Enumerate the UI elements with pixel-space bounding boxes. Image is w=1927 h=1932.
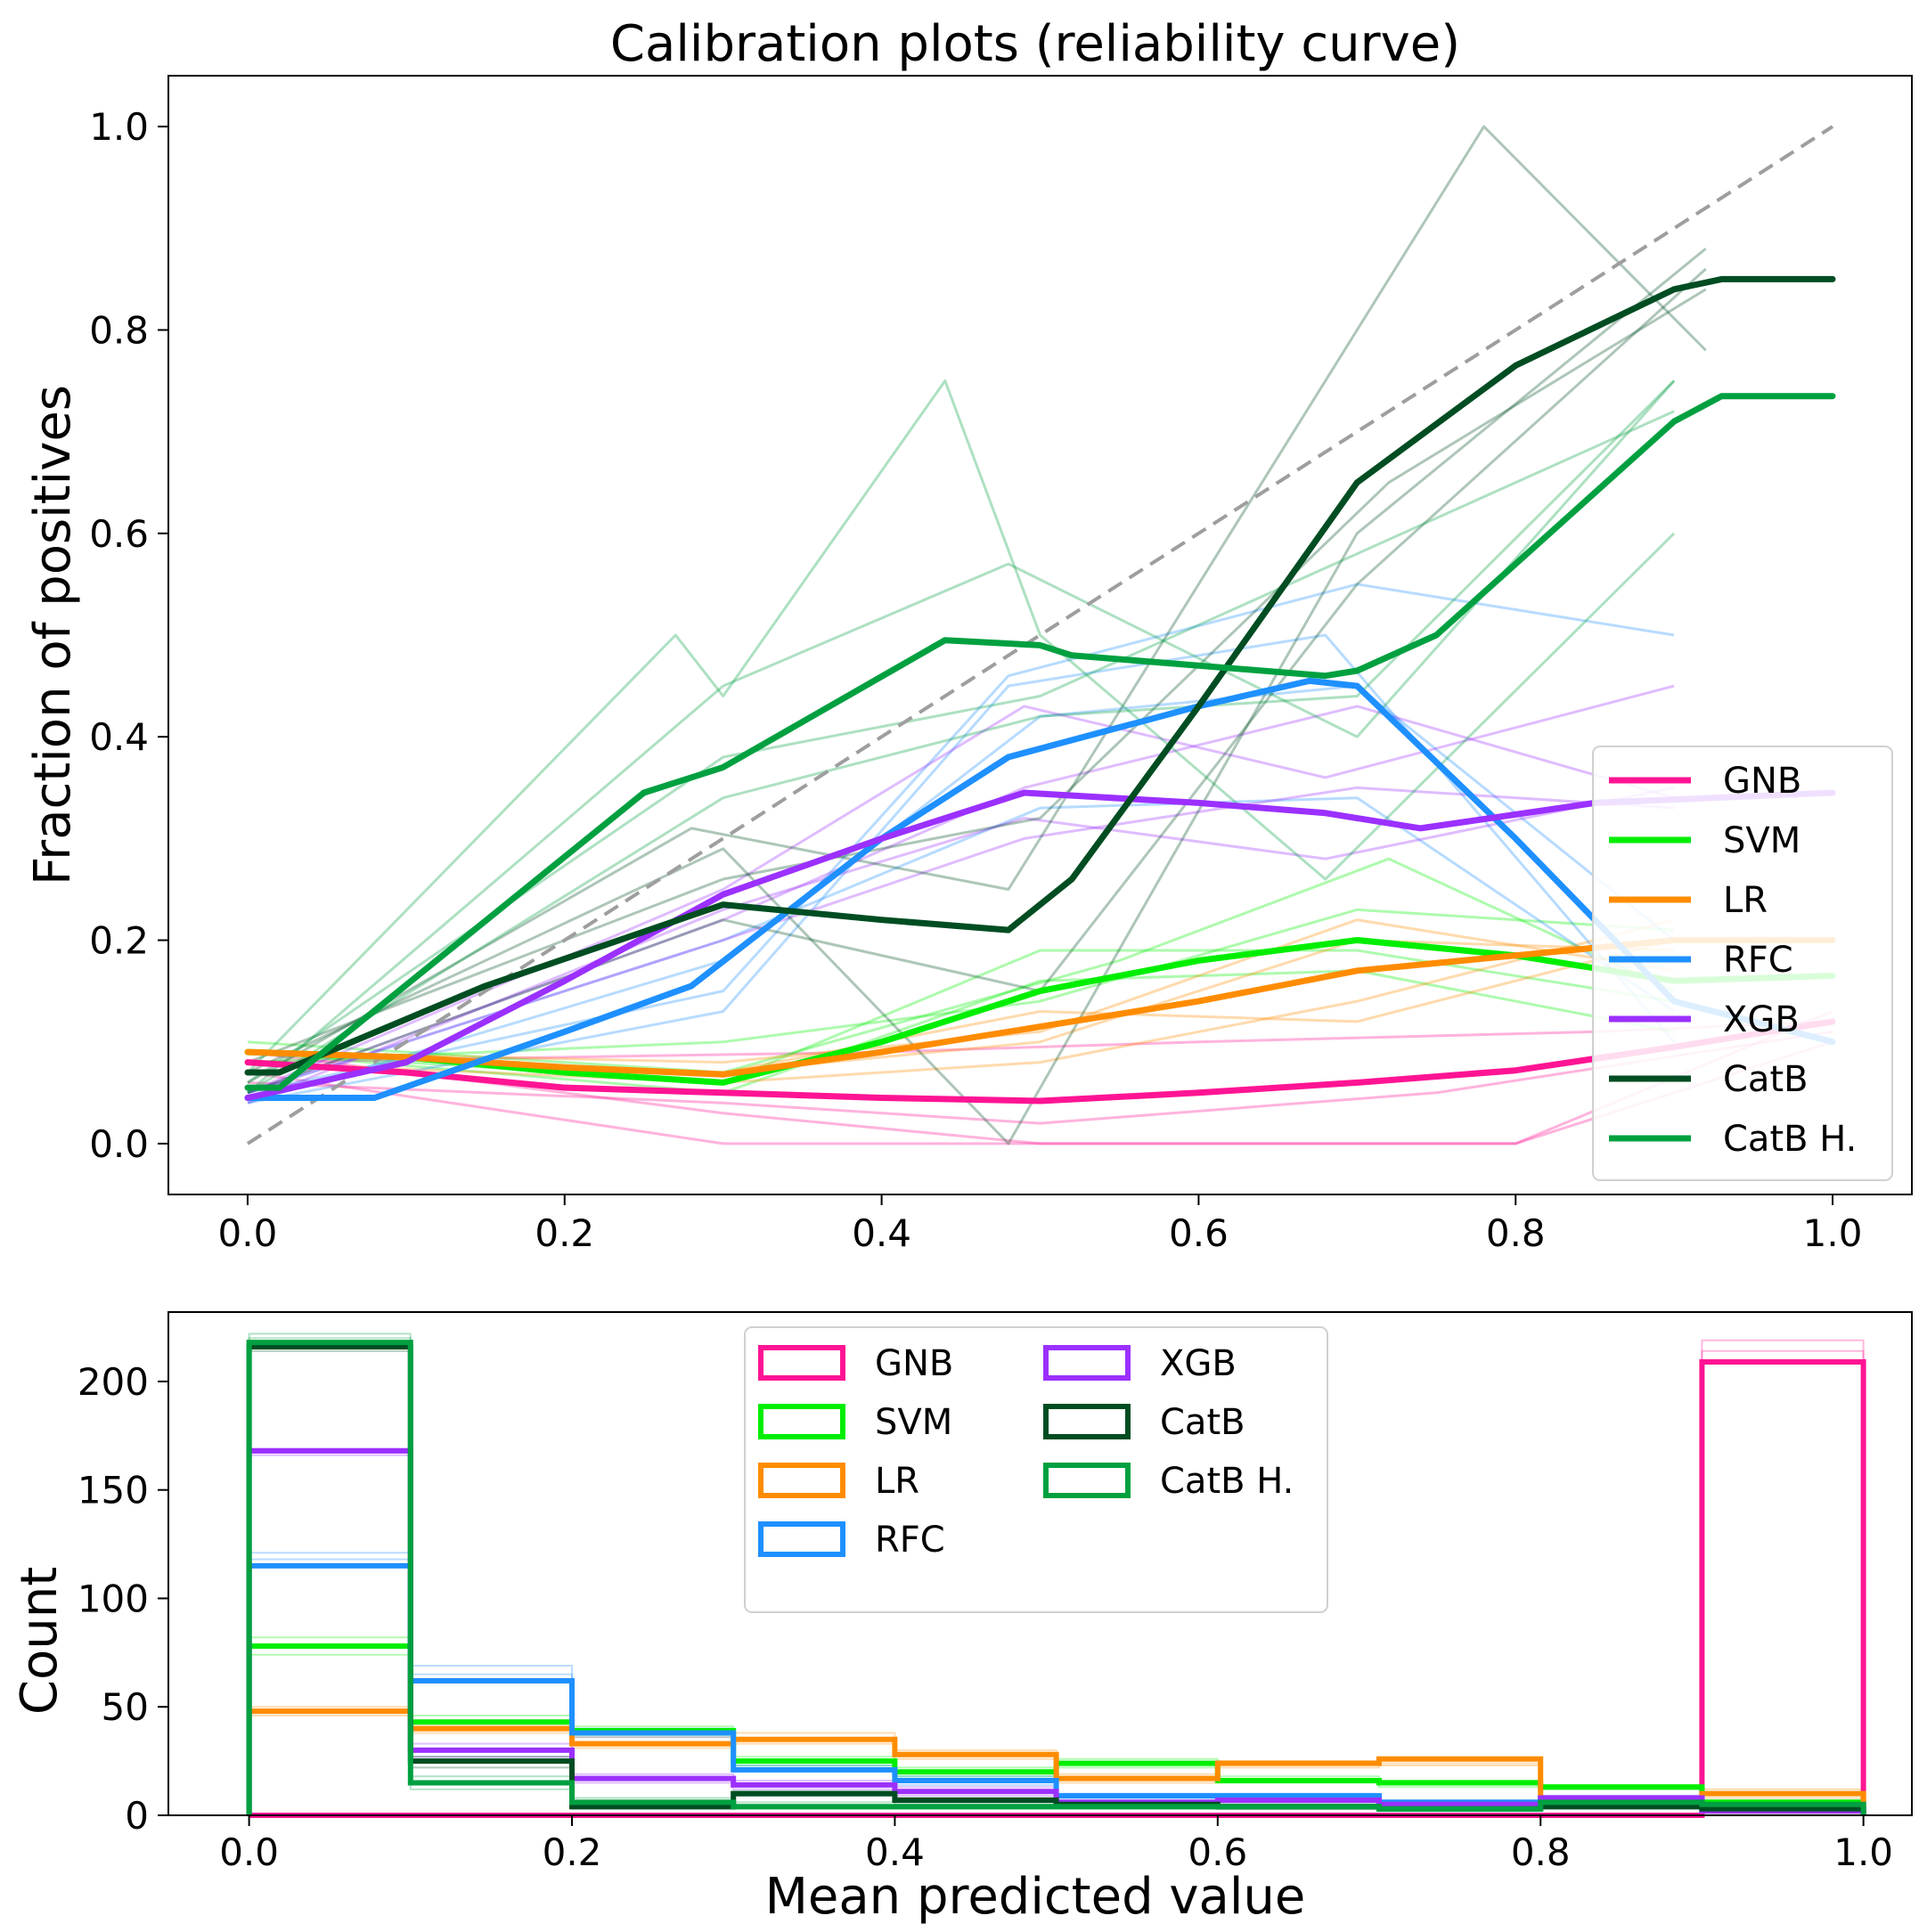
y-tick-label: 0.8 bbox=[89, 308, 149, 352]
fold-line-xgb-2 bbox=[247, 786, 1675, 1105]
fold-line-svm-4 bbox=[247, 857, 1675, 1074]
histogram-x-tick-label: 0.0 bbox=[219, 1830, 279, 1874]
legend-label-svm: SVM bbox=[1723, 820, 1800, 861]
legend-label-catb-h: CatB H. bbox=[1723, 1119, 1857, 1160]
chart-title: Calibration plots (reliability curve) bbox=[610, 15, 1460, 73]
histogram-legend-label-catb: CatB bbox=[1160, 1402, 1245, 1443]
y-tick-label: 0.0 bbox=[89, 1122, 149, 1166]
x-tick-label: 0.2 bbox=[535, 1211, 594, 1255]
fold-line-rfc-1 bbox=[247, 583, 1675, 1095]
histogram-x-tick-label: 0.8 bbox=[1511, 1830, 1571, 1874]
count-histogram: Count Mean predicted value 0.0 0.2 0.4 0.6 0… bbox=[11, 1311, 1913, 1926]
legend-label-rfc: RFC bbox=[1723, 940, 1793, 981]
reliability-chart: Calibration plots (reliability curve) Fr… bbox=[24, 15, 1913, 1255]
histogram-x-tick-label: 0.6 bbox=[1188, 1830, 1247, 1874]
histogram-legend-label-lr: LR bbox=[875, 1461, 919, 1502]
fold-line-catb-h-4 bbox=[247, 379, 1676, 1095]
histogram-xgb bbox=[246, 1447, 1866, 1815]
y-tick-label: 0.4 bbox=[89, 715, 149, 759]
fold-line-catb-4 bbox=[247, 288, 1707, 1064]
series-line-catb-h bbox=[244, 393, 1836, 1091]
fold-line-lr-4 bbox=[247, 918, 1675, 1064]
y-axis-label: Fraction of positives bbox=[24, 385, 82, 885]
histogram-legend: GNB SVM LR RFC XGB CatB CatB H. bbox=[744, 1326, 1328, 1613]
x-tick-label: 0.6 bbox=[1169, 1211, 1229, 1255]
histogram-legend-swatch-rfc bbox=[758, 1521, 845, 1557]
legend-label-xgb: XGB bbox=[1723, 999, 1800, 1040]
fold-line-gnb-4 bbox=[247, 1030, 1833, 1125]
histogram-legend-swatch-catb bbox=[1043, 1404, 1131, 1439]
fold-line-catb-2 bbox=[247, 247, 1707, 1145]
series-line-svm bbox=[244, 937, 1836, 1086]
histogram-legend-label-rfc: RFC bbox=[875, 1520, 945, 1561]
histogram-legend-label-gnb: GNB bbox=[875, 1343, 953, 1384]
histogram-legend-swatch-gnb bbox=[758, 1345, 845, 1381]
x-tick-label: 0.4 bbox=[852, 1211, 911, 1255]
histogram-legend-label-xgb: XGB bbox=[1160, 1343, 1237, 1384]
reliability-ticks: 0.0 0.2 0.4 0.6 0.8 1.0 0.0 0.2 0.4 0.6 0.8 1.0 bbox=[89, 105, 1862, 1255]
histogram-x-tick-label: 1.0 bbox=[1833, 1830, 1893, 1874]
histogram-legend-swatch-svm bbox=[758, 1404, 845, 1439]
legend-label-gnb: GNB bbox=[1723, 761, 1801, 802]
fold-line-lr-2 bbox=[247, 918, 1675, 1084]
y-tick-label: 0.2 bbox=[89, 919, 149, 963]
histogram-legend-label-svm: SVM bbox=[875, 1402, 952, 1443]
histogram-x-tick-label: 0.2 bbox=[543, 1830, 602, 1874]
series-line-catb bbox=[244, 275, 1836, 1076]
legend-box bbox=[1592, 746, 1893, 1181]
histogram-legend-label-catb-h: CatB H. bbox=[1160, 1461, 1294, 1502]
series-line-gnb bbox=[244, 1018, 1836, 1105]
x-tick-label: 0.0 bbox=[218, 1211, 278, 1255]
histogram-y-tick-label: 100 bbox=[78, 1577, 149, 1620]
series-line-rfc bbox=[244, 677, 1836, 1101]
fold-line-rfc-3 bbox=[247, 796, 1675, 1095]
histogram-x-tick-label: 0.4 bbox=[865, 1830, 925, 1874]
histogram-y-tick-label: 200 bbox=[78, 1360, 149, 1404]
x-tick-label: 0.8 bbox=[1486, 1211, 1546, 1255]
histogram-catb-h bbox=[246, 1340, 1866, 1815]
legend-label-catb: CatB bbox=[1723, 1059, 1809, 1100]
fold-line-svm-3 bbox=[247, 969, 1675, 1095]
y-tick-label: 1.0 bbox=[89, 105, 149, 149]
histogram-catb bbox=[246, 1344, 1866, 1815]
histogram-legend-box bbox=[744, 1326, 1328, 1613]
histogram-x-axis-label: Mean predicted value bbox=[765, 1868, 1306, 1926]
fold-line-catb-h-2 bbox=[247, 379, 1676, 1094]
histogram-axes-frame bbox=[167, 1311, 1913, 1816]
reliability-legend: GNB SVM LR RFC XGB CatB CatB H. bbox=[1592, 746, 1893, 1181]
fold-line-catb-h-3 bbox=[247, 410, 1675, 1084]
histogram-y-tick-label: 0 bbox=[125, 1794, 149, 1838]
histogram-legend-swatch-lr bbox=[758, 1463, 845, 1498]
fold-line-svm-2 bbox=[247, 908, 1675, 1064]
series-line-lr bbox=[244, 937, 1836, 1078]
histogram-y-tick-label: 150 bbox=[78, 1469, 149, 1512]
legend-label-lr: LR bbox=[1723, 880, 1768, 921]
x-tick-label: 1.0 bbox=[1803, 1211, 1863, 1255]
fold-line-catb-1 bbox=[247, 125, 1707, 1084]
fold-line-xgb-4 bbox=[247, 786, 1675, 1095]
y-tick-label: 0.6 bbox=[89, 512, 149, 556]
fold-line-rfc-4 bbox=[247, 684, 1676, 1105]
histogram-ticks: 0.0 0.2 0.4 0.6 0.8 1.0 0 50 100 150 200 bbox=[78, 1360, 1893, 1874]
fold-line-catb-h-1 bbox=[246, 379, 1676, 1074]
histogram-legend-swatch-xgb bbox=[1043, 1345, 1131, 1381]
reliability-axes-frame bbox=[167, 75, 1913, 1195]
reliability-plot-area bbox=[244, 125, 1836, 1145]
histogram-y-axis-label: Count bbox=[11, 1567, 69, 1715]
series-line-xgb bbox=[244, 789, 1836, 1101]
histogram-y-tick-label: 50 bbox=[102, 1685, 149, 1729]
histogram-legend-swatch-catb-h bbox=[1043, 1463, 1131, 1498]
